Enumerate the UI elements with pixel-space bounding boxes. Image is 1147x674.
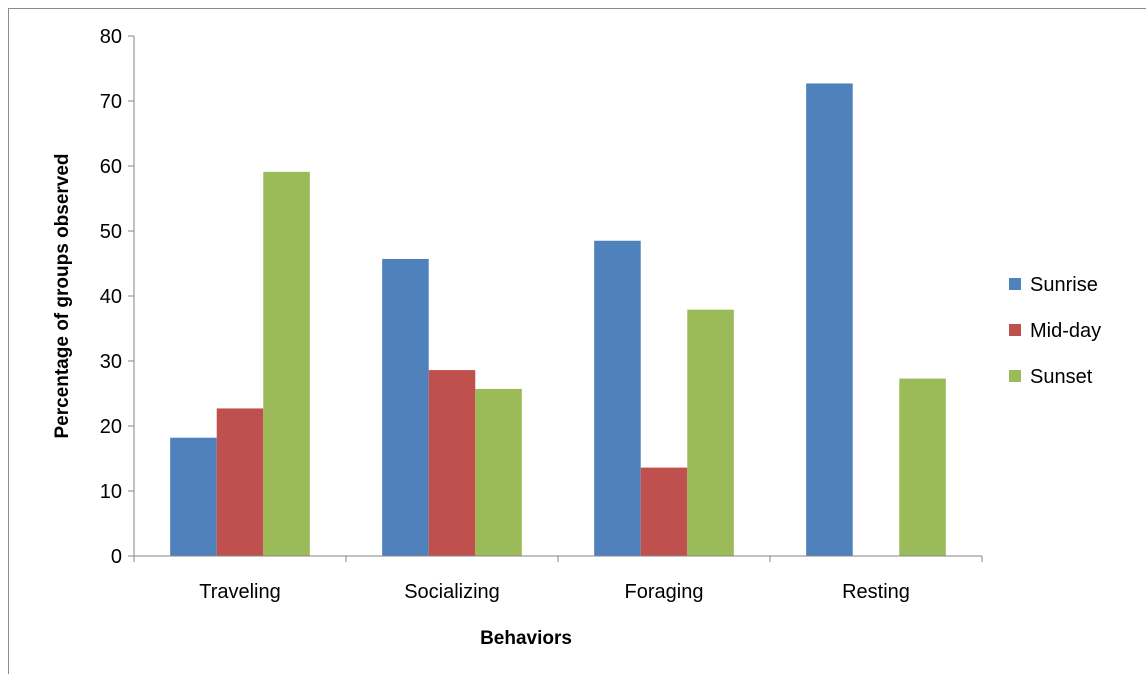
x-ticks-layer: Traveling Socializing Foraging Resting [133,556,983,603]
x-category-label: Resting [842,581,910,603]
bar-mid-day-traveling [216,408,264,556]
chart-frame [8,8,1146,674]
bars-layer [170,83,946,556]
legend-label: Sunrise [1030,274,1098,296]
x-category-label: Traveling [199,581,281,603]
x-category-label: Socializing [404,581,500,603]
bar-mid-day-socializing [428,370,476,556]
bar-sunrise-traveling [170,437,217,556]
y-tick-label: 20 [100,416,122,438]
y-axis-title: Percentage of groups observed [52,153,73,438]
y-tick-label: 0 [111,546,122,568]
bar-sunrise-resting [806,83,853,556]
bar-sunset-resting [899,378,946,556]
legend-swatch [1009,324,1021,336]
legend-swatch [1009,370,1021,382]
x-category-label: Foraging [625,581,704,603]
y-tick-label: 40 [100,286,122,308]
y-ticks-layer: 0 10 20 30 40 50 60 70 80 [100,26,134,568]
legend-label: Mid-day [1030,320,1101,342]
bar-sunset-traveling [263,171,310,556]
y-tick-label: 10 [100,481,122,503]
y-tick-label: 80 [100,26,122,48]
bar-sunrise-socializing [382,258,429,556]
bar-sunrise-foraging [594,240,641,556]
bar-sunset-foraging [687,309,734,556]
y-tick-label: 30 [100,351,122,373]
legend-label: Sunset [1030,366,1093,388]
y-tick-label: 70 [100,91,122,113]
legend: Sunrise Mid-day Sunset [1009,274,1101,388]
x-axis-title: Behaviors [480,628,572,649]
bar-mid-day-foraging [640,467,688,556]
bar-sunset-socializing [475,388,522,556]
y-tick-label: 60 [100,156,122,178]
legend-swatch [1009,278,1021,290]
y-tick-label: 50 [100,221,122,243]
